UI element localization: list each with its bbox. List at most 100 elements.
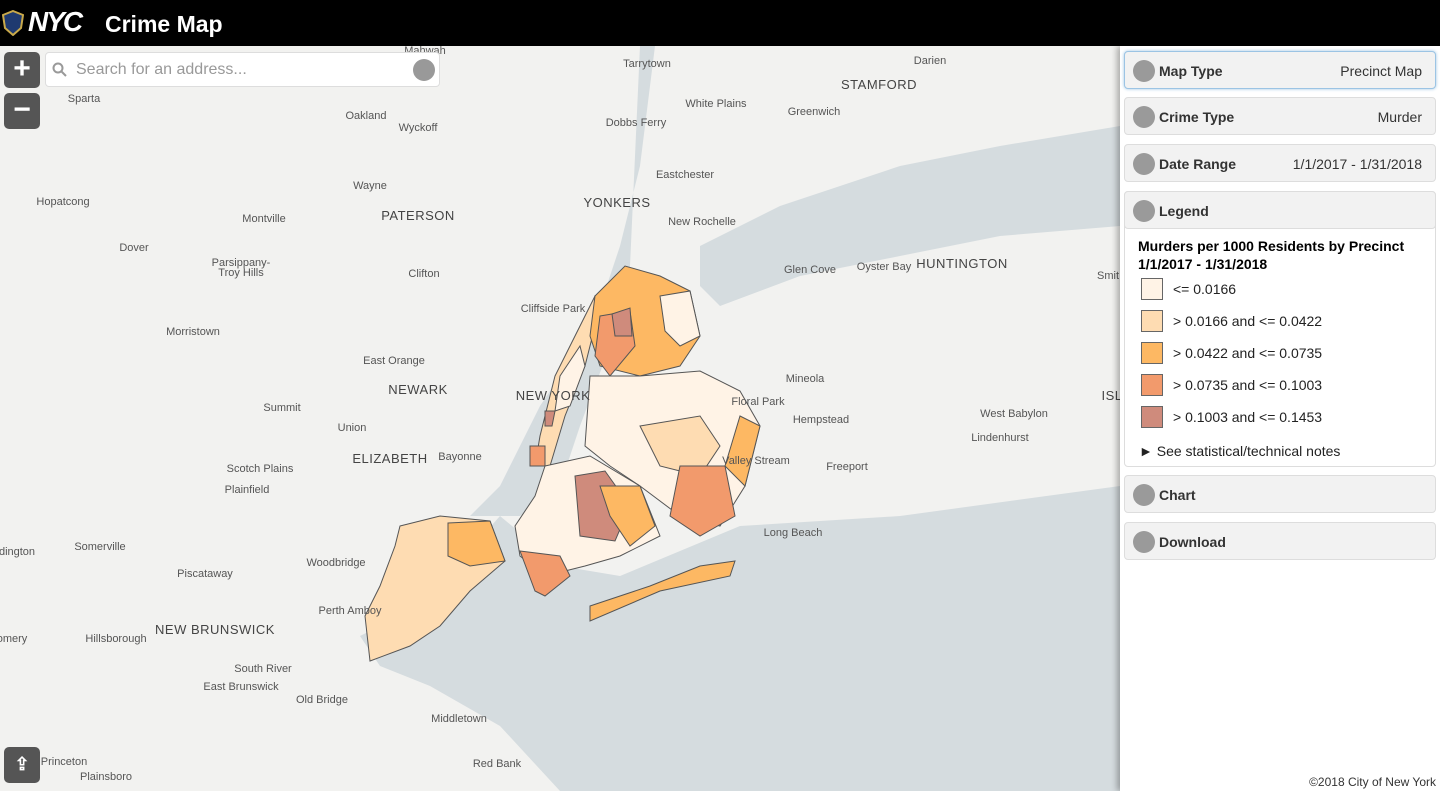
map-label: Plainsboro	[80, 771, 132, 783]
map-label: ELIZABETH	[352, 451, 427, 466]
map-label: Piscataway	[177, 568, 233, 580]
map-label: Clifton	[408, 268, 439, 280]
legend-label: > 0.0422 and <= 0.0735	[1173, 345, 1323, 361]
legend-swatch	[1141, 342, 1163, 364]
chevron-icon	[1133, 60, 1155, 82]
logo: NYC	[28, 6, 83, 37]
search-placeholder: Search for an address...	[76, 61, 247, 78]
side-panel: Map Type Precinct Map Crime Type Murder Date…	[1120, 46, 1440, 791]
legend-label: > 0.1003 and <= 0.1453	[1173, 409, 1323, 425]
map-label: Parsippany-	[212, 257, 271, 269]
map-label: Cliffside Park	[521, 303, 586, 315]
map-label: NEW BRUNSWICK	[155, 622, 275, 637]
map-label: Eastchester	[656, 169, 714, 181]
chevron-icon	[1133, 106, 1155, 128]
map-label: NEWARK	[388, 382, 448, 397]
map-label: Oakland	[346, 110, 387, 122]
map-label: South River	[234, 663, 292, 675]
map-label: Old Bridge	[296, 694, 348, 706]
map-label: Perth Amboy	[319, 605, 382, 617]
map-label: Hillsborough	[85, 633, 146, 645]
legend-swatch	[1141, 406, 1163, 428]
search-dropdown[interactable]	[413, 59, 435, 81]
legend-label: <= 0.0166	[1173, 281, 1237, 297]
map-label: West Babylon	[980, 408, 1048, 420]
map-label: YONKERS	[583, 195, 650, 210]
map-label: Middletown	[431, 713, 487, 725]
section-header[interactable]: Map Type Precinct Map	[1124, 51, 1436, 89]
map-label: Sparta	[68, 93, 101, 105]
map: Mahwah Tarrytown Darien Sparta Oakland Wyckof…	[0, 46, 1120, 791]
map-label: Darien	[914, 55, 946, 67]
map-label: Scotch Plains	[227, 463, 294, 475]
zoom-out-button[interactable]: −	[4, 93, 40, 129]
map-label: Montville	[242, 213, 285, 225]
search-box[interactable]: Search for an address...	[45, 52, 440, 87]
legend-swatch	[1141, 374, 1163, 396]
map-label: Tarrytown	[623, 58, 671, 70]
map-label: Mahwah	[404, 46, 446, 57]
share-button[interactable]: ⇪	[4, 747, 40, 783]
legend-label: > 0.0166 and <= 0.0422	[1173, 313, 1323, 329]
section-header[interactable]: Crime Type Murder	[1124, 97, 1436, 135]
section-value: Precinct Map	[1340, 63, 1422, 79]
map-label: Union	[338, 422, 367, 434]
legend-label: > 0.0735 and <= 0.1003	[1173, 377, 1323, 393]
section-header[interactable]: Legend	[1124, 191, 1436, 229]
map-label: Woodbridge	[306, 557, 365, 569]
app-title: Crime Map	[105, 11, 223, 37]
legend-swatch	[1141, 278, 1163, 300]
map-label: ISL	[1101, 388, 1120, 403]
map-label: Princeton	[41, 756, 87, 768]
map-label: HUNTINGTON	[916, 256, 1007, 271]
section-header[interactable]: Chart	[1124, 475, 1436, 513]
legend-heading: Murders per 1000 Residents by Precinct	[1138, 238, 1405, 254]
section-title: Legend	[1159, 203, 1209, 219]
section-title: Download	[1159, 534, 1226, 550]
map-label: Greenwich	[788, 106, 841, 118]
section-value: Murder	[1377, 109, 1422, 125]
chevron-icon	[1133, 531, 1155, 553]
map-label: White Plains	[685, 98, 747, 110]
section-header[interactable]: Download	[1124, 522, 1436, 560]
notes-link[interactable]: ► See statistical/technical notes	[1139, 443, 1341, 459]
copyright: ©2018 City of New York	[1309, 775, 1436, 789]
map-label: Glen Cove	[784, 264, 836, 276]
map-label: Lindenhurst	[971, 432, 1029, 444]
section-title: Map Type	[1159, 63, 1223, 79]
section-value: 1/1/2017 - 1/31/2018	[1292, 156, 1422, 172]
map-label: Dobbs Ferry	[606, 117, 667, 129]
map-label: Hempstead	[793, 414, 849, 426]
legend-subheading: 1/1/2017 - 1/31/2018	[1138, 256, 1268, 272]
section-title: Crime Type	[1159, 109, 1235, 125]
map-label: NEW YORK	[516, 388, 591, 403]
map-label: New Rochelle	[668, 216, 736, 228]
map-label: omery	[0, 633, 28, 645]
zoom-in-button[interactable]: +	[4, 52, 40, 88]
map-label: Somerville	[74, 541, 125, 553]
map-label: Freeport	[826, 461, 868, 473]
header: NYC Crime Map	[0, 0, 1440, 46]
map-label: Red Bank	[473, 758, 522, 770]
map-label: PATERSON	[381, 208, 455, 223]
chevron-icon	[1133, 200, 1155, 222]
map-label: Valley Stream	[722, 455, 790, 467]
map-label: STAMFORD	[841, 77, 917, 92]
map-label: Plainfield	[225, 484, 270, 496]
map-label: Long Beach	[764, 527, 823, 539]
map-label: Morristown	[166, 326, 220, 338]
map-label: Hopatcong	[36, 196, 89, 208]
map-label: Wayne	[353, 180, 387, 192]
map-label: dington	[0, 546, 35, 558]
map-label: Floral Park	[731, 396, 785, 408]
map-label: Smit	[1097, 270, 1119, 282]
legend-swatch	[1141, 310, 1163, 332]
map-label: Wyckoff	[399, 122, 439, 134]
map-label: Summit	[263, 402, 300, 414]
map-label: Bayonne	[438, 451, 481, 463]
section-header[interactable]: Date Range 1/1/2017 - 1/31/2018	[1124, 144, 1436, 182]
section-title: Chart	[1159, 487, 1196, 503]
map-label: Dover	[119, 242, 149, 254]
precincts	[364, 265, 761, 662]
